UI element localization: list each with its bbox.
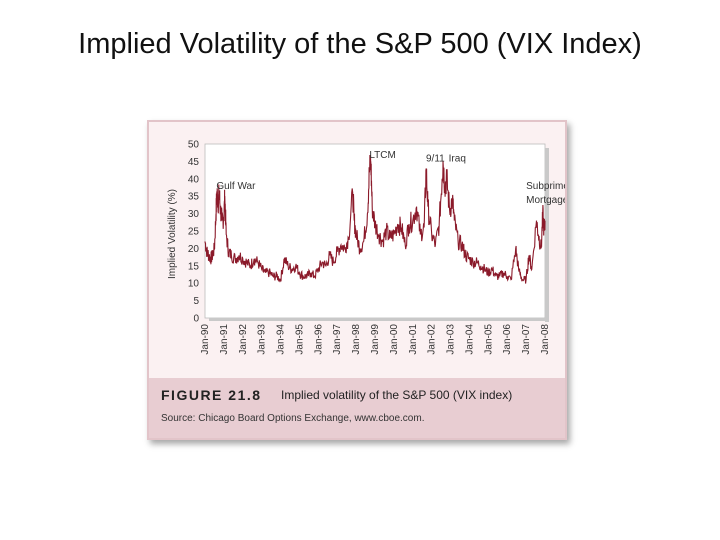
y-tick-label: 5 — [193, 296, 199, 307]
plot-shadow — [545, 148, 549, 322]
annotation-label: Gulf War — [216, 181, 256, 192]
annotation-label: Mortgages — [526, 195, 565, 206]
x-tick-label: Jan-99 — [370, 324, 381, 355]
x-tick-label: Jan-08 — [540, 324, 551, 355]
x-tick-label: Jan-04 — [464, 324, 475, 355]
y-tick-label: 40 — [188, 174, 200, 185]
x-tick-label: Jan-01 — [408, 324, 419, 355]
figure-caption: Implied volatility of the S&P 500 (VIX i… — [281, 388, 513, 402]
y-tick-label: 25 — [188, 227, 200, 238]
slide-title: Implied Volatility of the S&P 500 (VIX I… — [78, 28, 642, 60]
y-tick-label: 0 — [193, 314, 199, 325]
x-tick-label: Jan-02 — [427, 324, 438, 355]
x-tick-label: Jan-06 — [502, 324, 513, 355]
x-tick-label: Jan-98 — [351, 324, 362, 355]
figure-number: FIGURE 21.8 — [161, 387, 262, 403]
figure-source: Source: Chicago Board Options Exchange, … — [161, 413, 425, 424]
plot-area — [204, 143, 546, 319]
annotation-label: LTCM — [369, 150, 395, 161]
vix-series-line — [204, 154, 546, 284]
caption-band: FIGURE 21.8 Implied volatility of the S&… — [149, 378, 565, 438]
figure-panel: 0 5 10 15 20 25 30 35 40 45 50 Jan-90 Jan-91 Jan-92 J… — [147, 120, 567, 440]
y-tick-label: 20 — [188, 244, 200, 255]
y-tick-label: 35 — [188, 192, 200, 203]
annotation-label: Subprime — [526, 181, 565, 192]
x-tick-label: Jan-94 — [276, 324, 287, 355]
x-tick-label: Jan-93 — [257, 324, 268, 355]
x-tick-label: Jan-91 — [219, 324, 230, 355]
x-tick-label: Jan-92 — [238, 324, 249, 355]
y-tick-label: 15 — [188, 261, 200, 272]
x-tick-label: Jan-03 — [446, 324, 457, 355]
x-tick-label: Jan-97 — [332, 324, 343, 355]
annotation-label: 9/11 — [426, 153, 445, 164]
x-tick-label: Jan-07 — [521, 324, 532, 355]
y-tick-label: 30 — [188, 209, 200, 220]
x-tick-label: Jan-90 — [200, 324, 211, 355]
y-tick-label: 10 — [188, 279, 200, 290]
chart-annotations: Gulf War LTCM 9/11 Iraq Subprime Mortgages — [216, 150, 565, 206]
x-axis-ticks: Jan-90 Jan-91 Jan-92 Jan-93 Jan-94 Jan-95 Jan-… — [200, 324, 551, 355]
y-axis-label: Implied Volatility (%) — [167, 189, 178, 279]
y-tick-label: 50 — [188, 140, 200, 151]
x-tick-label: Jan-96 — [313, 324, 324, 355]
x-tick-label: Jan-95 — [294, 324, 305, 355]
plot-shadow-bottom — [209, 318, 549, 321]
y-tick-label: 45 — [188, 157, 200, 168]
x-tick-label: Jan-05 — [483, 324, 494, 355]
y-axis-ticks: 0 5 10 15 20 25 30 35 40 45 50 — [188, 140, 200, 325]
x-tick-label: Jan-00 — [389, 324, 400, 355]
annotation-label: Iraq — [449, 153, 466, 164]
